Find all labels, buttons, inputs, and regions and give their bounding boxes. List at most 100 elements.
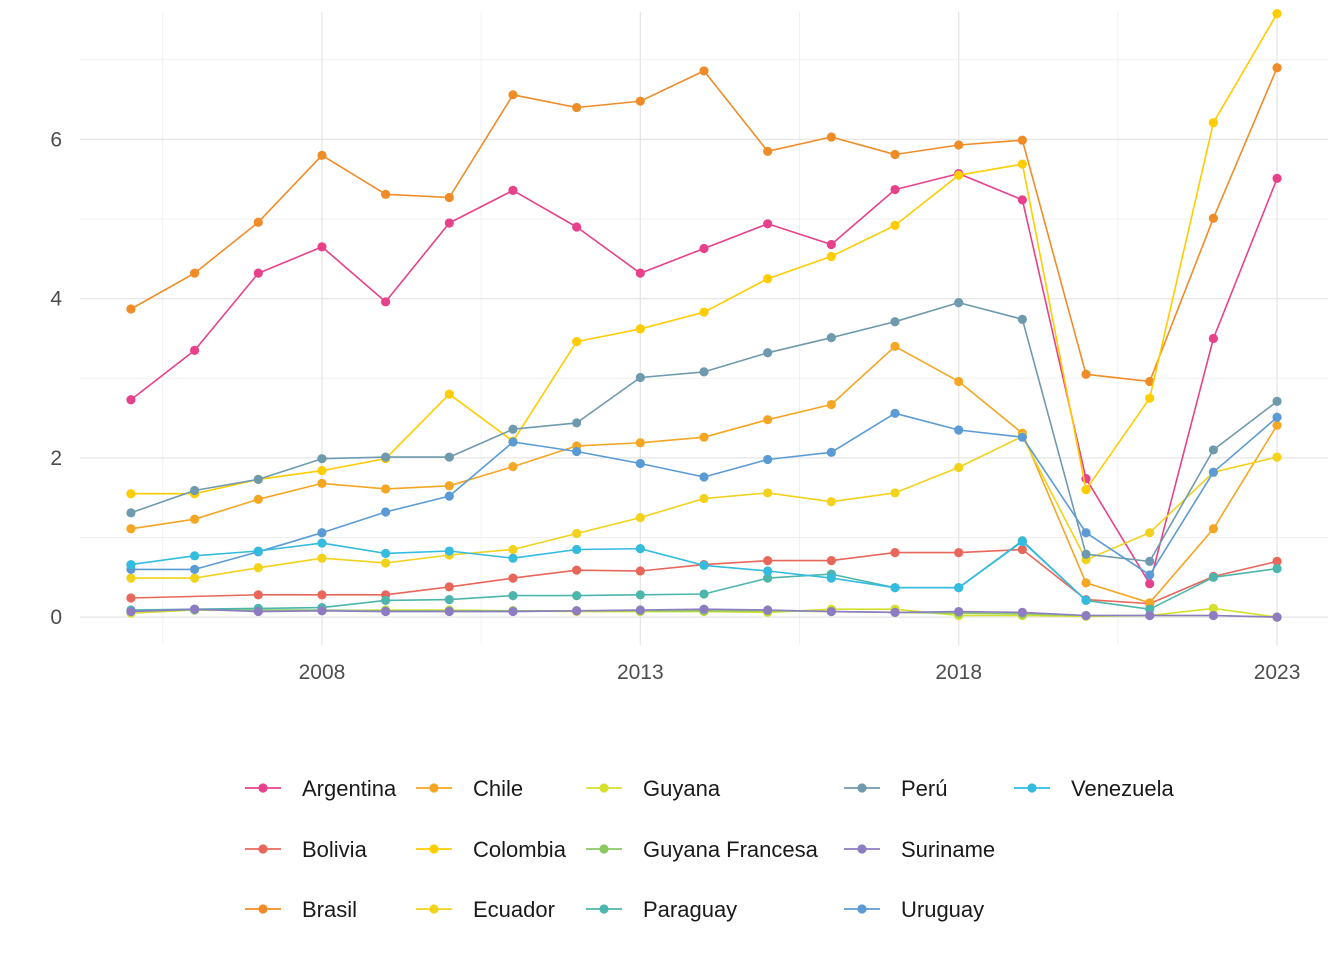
data-point — [1272, 8, 1282, 19]
legend-item: Brasil — [245, 897, 357, 922]
data-point — [1017, 135, 1027, 145]
data-point — [381, 297, 391, 307]
data-point — [1208, 445, 1218, 455]
data-point — [381, 507, 391, 517]
legend-label: Bolivia — [302, 837, 368, 862]
legend-key-point — [429, 904, 439, 914]
data-point — [126, 395, 136, 405]
data-point — [1145, 604, 1155, 614]
data-point — [1017, 314, 1027, 324]
data-point — [890, 408, 900, 418]
data-point — [190, 564, 200, 574]
legend-item: Bolivia — [245, 837, 368, 862]
legend-label: Uruguay — [901, 897, 984, 922]
data-point — [253, 217, 263, 227]
data-point — [699, 243, 709, 254]
data-point — [317, 242, 327, 252]
x-tick-label: 2013 — [617, 661, 664, 684]
series-line — [130, 540, 1087, 601]
data-point — [1017, 536, 1027, 547]
data-point — [635, 544, 645, 554]
legend-label: Venezuela — [1071, 776, 1175, 801]
data-point — [1081, 595, 1091, 606]
legend-item: Guyana Francesa — [586, 837, 819, 862]
data-point — [1145, 393, 1155, 403]
data-point — [1145, 376, 1155, 387]
data-point — [635, 513, 645, 523]
data-point — [572, 337, 582, 347]
data-point — [253, 494, 263, 504]
data-point — [1081, 610, 1091, 621]
x-axis-tick-labels: 2008 2013 2018 2023 — [299, 661, 1301, 684]
legend-label: Argentina — [302, 776, 397, 801]
data-point — [954, 140, 964, 150]
series-ecuador — [126, 431, 1282, 583]
data-point — [1145, 579, 1155, 589]
data-point — [1208, 467, 1218, 477]
data-point — [508, 591, 518, 601]
data-point — [699, 560, 709, 570]
data-point — [1145, 570, 1155, 580]
series-brasil — [126, 63, 1282, 387]
data-point — [317, 454, 327, 464]
data-point — [508, 437, 518, 447]
legend-label: Colombia — [473, 837, 567, 862]
data-point — [126, 606, 136, 617]
data-point — [444, 546, 454, 556]
data-point — [508, 606, 518, 617]
data-point — [126, 573, 136, 583]
data-point — [826, 399, 836, 410]
data-point — [954, 376, 964, 387]
data-point — [890, 220, 900, 230]
data-point — [126, 508, 136, 518]
data-point — [635, 324, 645, 334]
data-point — [1272, 173, 1282, 184]
data-point — [763, 605, 773, 615]
series-suriname — [126, 604, 1282, 622]
data-point — [1272, 563, 1282, 574]
data-point — [763, 566, 773, 576]
data-point — [317, 478, 327, 488]
data-point — [635, 458, 645, 469]
data-point — [381, 548, 391, 559]
data-point — [444, 452, 454, 462]
data-point — [826, 333, 836, 343]
legend-item: Colombia — [416, 837, 567, 862]
legend-label: Ecuador — [473, 897, 555, 922]
data-point — [1272, 612, 1282, 622]
data-point — [253, 563, 263, 573]
data-point — [699, 66, 709, 76]
legend-key-point — [857, 844, 867, 854]
data-point — [635, 590, 645, 600]
data-point — [826, 251, 836, 262]
data-point — [699, 604, 709, 614]
data-point — [763, 454, 773, 465]
data-point — [1272, 420, 1282, 430]
x-tick-label: 2018 — [935, 661, 982, 684]
data-point — [317, 538, 327, 548]
data-point — [826, 606, 836, 617]
data-point — [190, 604, 200, 614]
data-point — [508, 544, 518, 555]
data-point — [954, 462, 964, 473]
data-point — [635, 438, 645, 448]
legend-key-point — [599, 783, 609, 793]
data-point — [890, 341, 900, 352]
data-point — [1081, 369, 1091, 379]
data-point — [1017, 544, 1027, 555]
data-point — [890, 583, 900, 593]
series-line — [130, 548, 1278, 605]
legend-item: Paraguay — [586, 897, 737, 922]
series-line — [130, 301, 1278, 563]
legend-key-point — [599, 904, 609, 914]
data-point — [1272, 452, 1282, 462]
data-point — [763, 146, 773, 156]
data-point — [635, 566, 645, 576]
data-point — [763, 488, 773, 498]
legend-label: Suriname — [901, 837, 995, 862]
data-point — [890, 488, 900, 498]
data-point — [1272, 412, 1282, 422]
data-point — [1145, 556, 1155, 566]
data-point — [572, 591, 582, 601]
data-point — [635, 268, 645, 278]
